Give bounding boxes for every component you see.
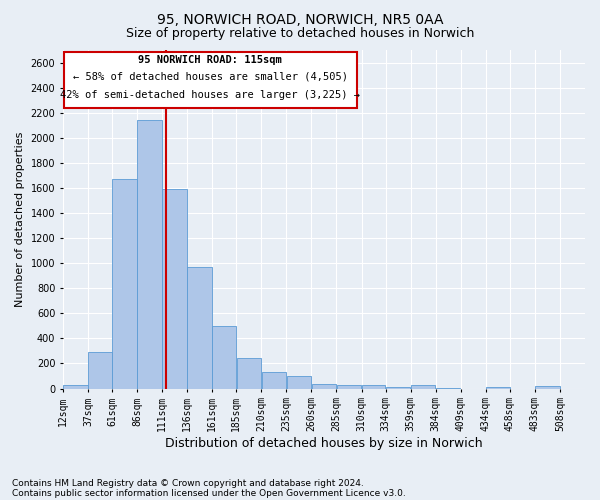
Bar (535, 386, 560, 388)
Bar (88, 352, 112, 389)
Text: 95, NORWICH ROAD, NORWICH, NR5 0AA: 95, NORWICH ROAD, NORWICH, NR5 0AA (157, 12, 443, 26)
Bar (212, 326, 236, 388)
Text: 42% of semi-detached houses are larger (3,225) →: 42% of semi-detached houses are larger (… (60, 90, 360, 101)
Y-axis label: Number of detached properties: Number of detached properties (15, 132, 25, 307)
Bar (163, 188, 187, 388)
Bar (63, 386, 88, 388)
FancyBboxPatch shape (64, 52, 356, 108)
Bar (187, 267, 212, 388)
Text: Contains public sector information licensed under the Open Government Licence v3: Contains public sector information licen… (12, 488, 406, 498)
Bar (287, 376, 311, 388)
Bar (311, 384, 336, 388)
Bar (236, 358, 261, 388)
Bar (411, 386, 436, 388)
Bar (112, 179, 137, 388)
Bar (362, 386, 385, 388)
Text: Contains HM Land Registry data © Crown copyright and database right 2024.: Contains HM Land Registry data © Crown c… (12, 478, 364, 488)
Bar (337, 385, 361, 388)
X-axis label: Distribution of detached houses by size in Norwich: Distribution of detached houses by size … (165, 437, 483, 450)
Text: Size of property relative to detached houses in Norwich: Size of property relative to detached ho… (126, 28, 474, 40)
Bar (262, 372, 286, 388)
Text: 95 NORWICH ROAD: 115sqm: 95 NORWICH ROAD: 115sqm (139, 54, 282, 64)
Bar (137, 120, 162, 388)
Text: ← 58% of detached houses are smaller (4,505): ← 58% of detached houses are smaller (4,… (73, 72, 348, 82)
